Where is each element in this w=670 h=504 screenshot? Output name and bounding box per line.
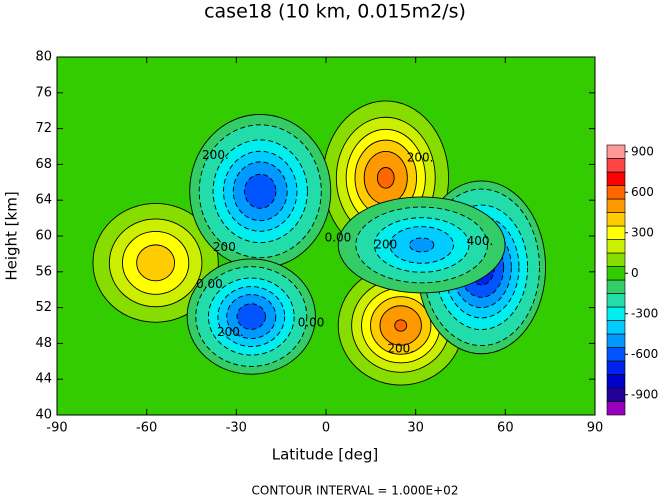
colorbar-bin: [606, 171, 626, 186]
y-tick-label: 64: [35, 193, 52, 208]
y-axis-label: Height [km]: [3, 191, 21, 280]
x-tick-label: 0: [322, 421, 330, 436]
colorbar-bin: [606, 293, 626, 308]
contour-band: [136, 244, 176, 282]
y-tick-label: 52: [35, 300, 52, 315]
contour-label: 0.00: [298, 315, 325, 329]
contour-label: 200: [213, 240, 236, 254]
colorbar-bin: [606, 185, 626, 200]
y-tick-label: 44: [35, 372, 52, 387]
x-tick-label: -30: [226, 421, 247, 436]
axes: -90 -60 -30 0 30 60 904044485256606468727680-9…: [35, 50, 658, 436]
colorbar-tick-label: -600: [631, 347, 658, 361]
y-tick-label: 80: [35, 50, 52, 65]
contour-band: [236, 303, 266, 330]
colorbar-bin: [606, 360, 626, 375]
contour-label: 200.: [217, 325, 244, 339]
colorbar-tick-label: 900: [631, 144, 654, 158]
contour-label: 200: [374, 237, 397, 251]
contour-band: [376, 167, 395, 189]
y-tick-label: 48: [35, 336, 52, 351]
x-tick-label: 90: [587, 421, 604, 436]
x-tick-label: 60: [497, 421, 514, 436]
colorbar-bin: [606, 347, 626, 362]
colorbar-bin: [606, 401, 626, 416]
contour-label: 0.00: [196, 277, 223, 291]
colorbar-bin: [606, 387, 626, 402]
y-tick-label: 60: [35, 229, 52, 244]
x-tick-label: -60: [136, 421, 157, 436]
footer: CONTOUR INTERVAL = 1.000E+02: [252, 484, 459, 498]
colorbar-bin: [606, 212, 626, 227]
colorbar-bin: [606, 144, 626, 159]
contour-band: [394, 319, 408, 332]
colorbar-bin: [606, 239, 626, 254]
plot-area: 200. 200. 0.00 200 400. 200 0.00 0.00 200. 200.: [57, 57, 595, 415]
colorbar-bin: [606, 374, 626, 389]
y-tick-label: 40: [35, 408, 52, 423]
colorbar-bin: [606, 333, 626, 348]
colorbar-bin: [606, 320, 626, 335]
colorbar-tick-label: 600: [631, 185, 654, 199]
contour-label: 200.: [202, 148, 229, 162]
colorbar-tick-label: -900: [631, 387, 658, 401]
contour-band: [409, 237, 435, 253]
x-tick-label: -90: [46, 421, 67, 436]
x-tick-label: 30: [407, 421, 424, 436]
y-tick-label: 72: [35, 121, 52, 136]
contour-label: 0.00: [325, 230, 352, 244]
contour-label: 400.: [467, 234, 494, 248]
contour-label: 200.: [387, 341, 414, 355]
colorbar-bin: [606, 198, 626, 213]
colorbar-bin: [606, 306, 626, 321]
colorbar-tick-label: -300: [631, 306, 658, 320]
x-axis-label: Latitude [deg]: [272, 446, 378, 464]
y-tick-label: 68: [35, 157, 52, 172]
y-tick-label: 76: [35, 85, 52, 100]
colorbar-bin: [606, 279, 626, 294]
colorbar-bin: [606, 225, 626, 240]
contour-band: [244, 173, 277, 209]
colorbar-tick-label: 0: [631, 266, 639, 280]
y-tick-label: 56: [35, 264, 52, 279]
chart-title: case18 (10 km, 0.015m2/s): [204, 1, 466, 23]
colorbar-bin: [606, 266, 626, 281]
colorbar-bin: [606, 158, 626, 173]
contour-label: 200.: [407, 151, 434, 165]
colorbar-tick-label: 300: [631, 225, 654, 239]
colorbar-bin: [606, 252, 626, 267]
